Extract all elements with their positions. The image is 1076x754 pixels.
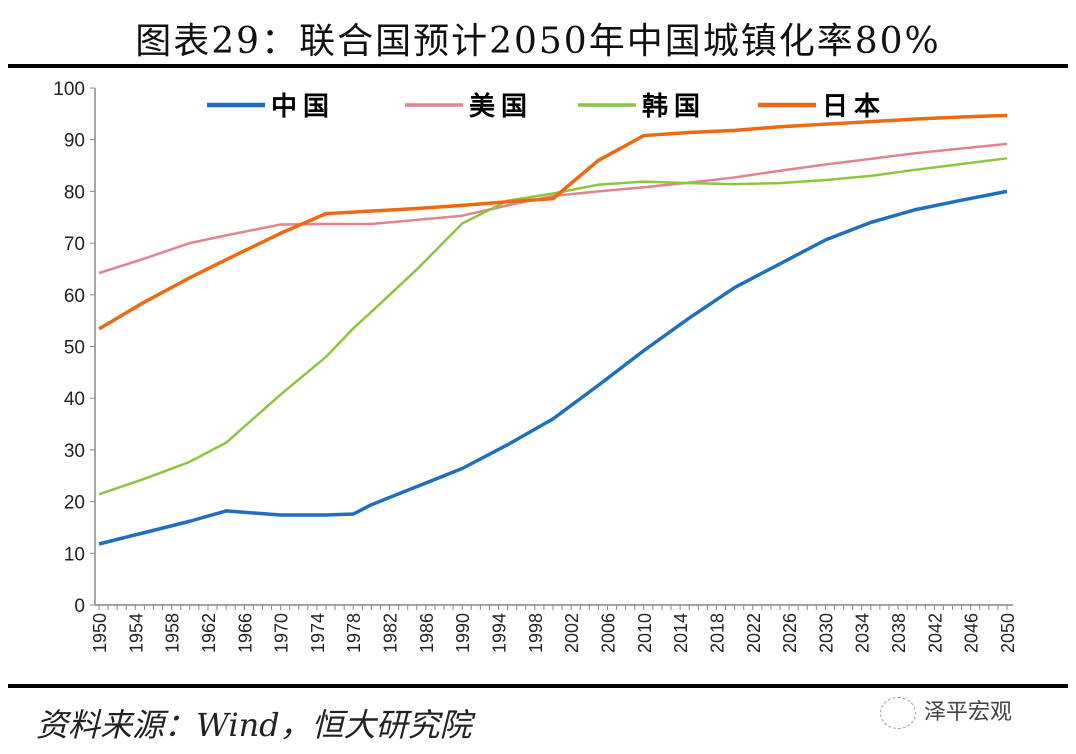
y-tick-label: 100 — [53, 79, 85, 100]
legend-label: 日本 — [822, 92, 886, 122]
x-tick-label: 1986 — [417, 613, 437, 653]
series-line-0 — [98, 189, 1008, 546]
x-tick-label: 1998 — [526, 613, 546, 653]
x-tick-label: 2022 — [744, 613, 764, 653]
x-tick-label: 1994 — [490, 613, 510, 653]
source-note: 资料来源：Wind，恒大研究院 — [36, 706, 472, 744]
x-tick-label: 2050 — [998, 613, 1018, 653]
chart-title: 图表29：联合国预计2050年中国城镇化率80% — [135, 21, 941, 62]
x-tick-label: 1954 — [126, 613, 146, 653]
series-line-2 — [98, 157, 1008, 496]
legend-label: 美国 — [469, 91, 533, 122]
brand-name: 泽平宏观 — [924, 700, 1013, 725]
x-tick-label: 1962 — [199, 613, 219, 653]
x-tick-label: 1990 — [453, 613, 473, 653]
x-tick-label: 2026 — [780, 613, 800, 653]
x-tick-label: 2018 — [707, 613, 727, 653]
x-tick-label: 2042 — [925, 613, 945, 653]
y-tick-label: 70 — [64, 234, 85, 255]
y-tick-label: 0 — [74, 596, 85, 617]
y-tick-label: 50 — [64, 338, 85, 359]
x-tick-label: 1978 — [344, 613, 364, 653]
y-tick-label: 90 — [64, 131, 85, 152]
y-tick-label: 20 — [64, 493, 85, 514]
brand-watermark: 泽平宏观 — [880, 694, 1012, 729]
x-tick-label: 2002 — [562, 613, 582, 653]
top-divider — [8, 64, 1068, 68]
x-tick-label: 2030 — [816, 613, 836, 653]
x-tick-label: 2010 — [635, 613, 655, 653]
x-tick-label: 1970 — [272, 613, 292, 653]
x-tick-label: 1974 — [308, 613, 328, 653]
series-line-3 — [98, 113, 1008, 331]
x-tick-label: 2014 — [671, 613, 691, 653]
x-tick-label: 2038 — [889, 613, 909, 653]
y-tick-label: 10 — [64, 544, 85, 565]
x-tick-label: 2034 — [853, 613, 873, 653]
x-tick-label: 1966 — [235, 613, 255, 653]
y-tick-label: 40 — [64, 389, 85, 410]
y-tick-label: 80 — [64, 182, 85, 203]
wechat-logo-icon — [880, 697, 916, 729]
legend-label: 中国 — [271, 92, 335, 122]
x-tick-label: 1950 — [90, 613, 110, 653]
x-tick-label: 2006 — [598, 613, 618, 653]
y-tick-label: 60 — [64, 286, 85, 307]
y-tick-label: 30 — [64, 441, 85, 462]
bottom-divider — [8, 684, 1068, 688]
x-tick-label: 1982 — [381, 613, 401, 653]
x-tick-label: 1958 — [163, 613, 183, 653]
x-tick-label: 2046 — [962, 613, 982, 653]
legend-label: 韩国 — [642, 92, 706, 122]
